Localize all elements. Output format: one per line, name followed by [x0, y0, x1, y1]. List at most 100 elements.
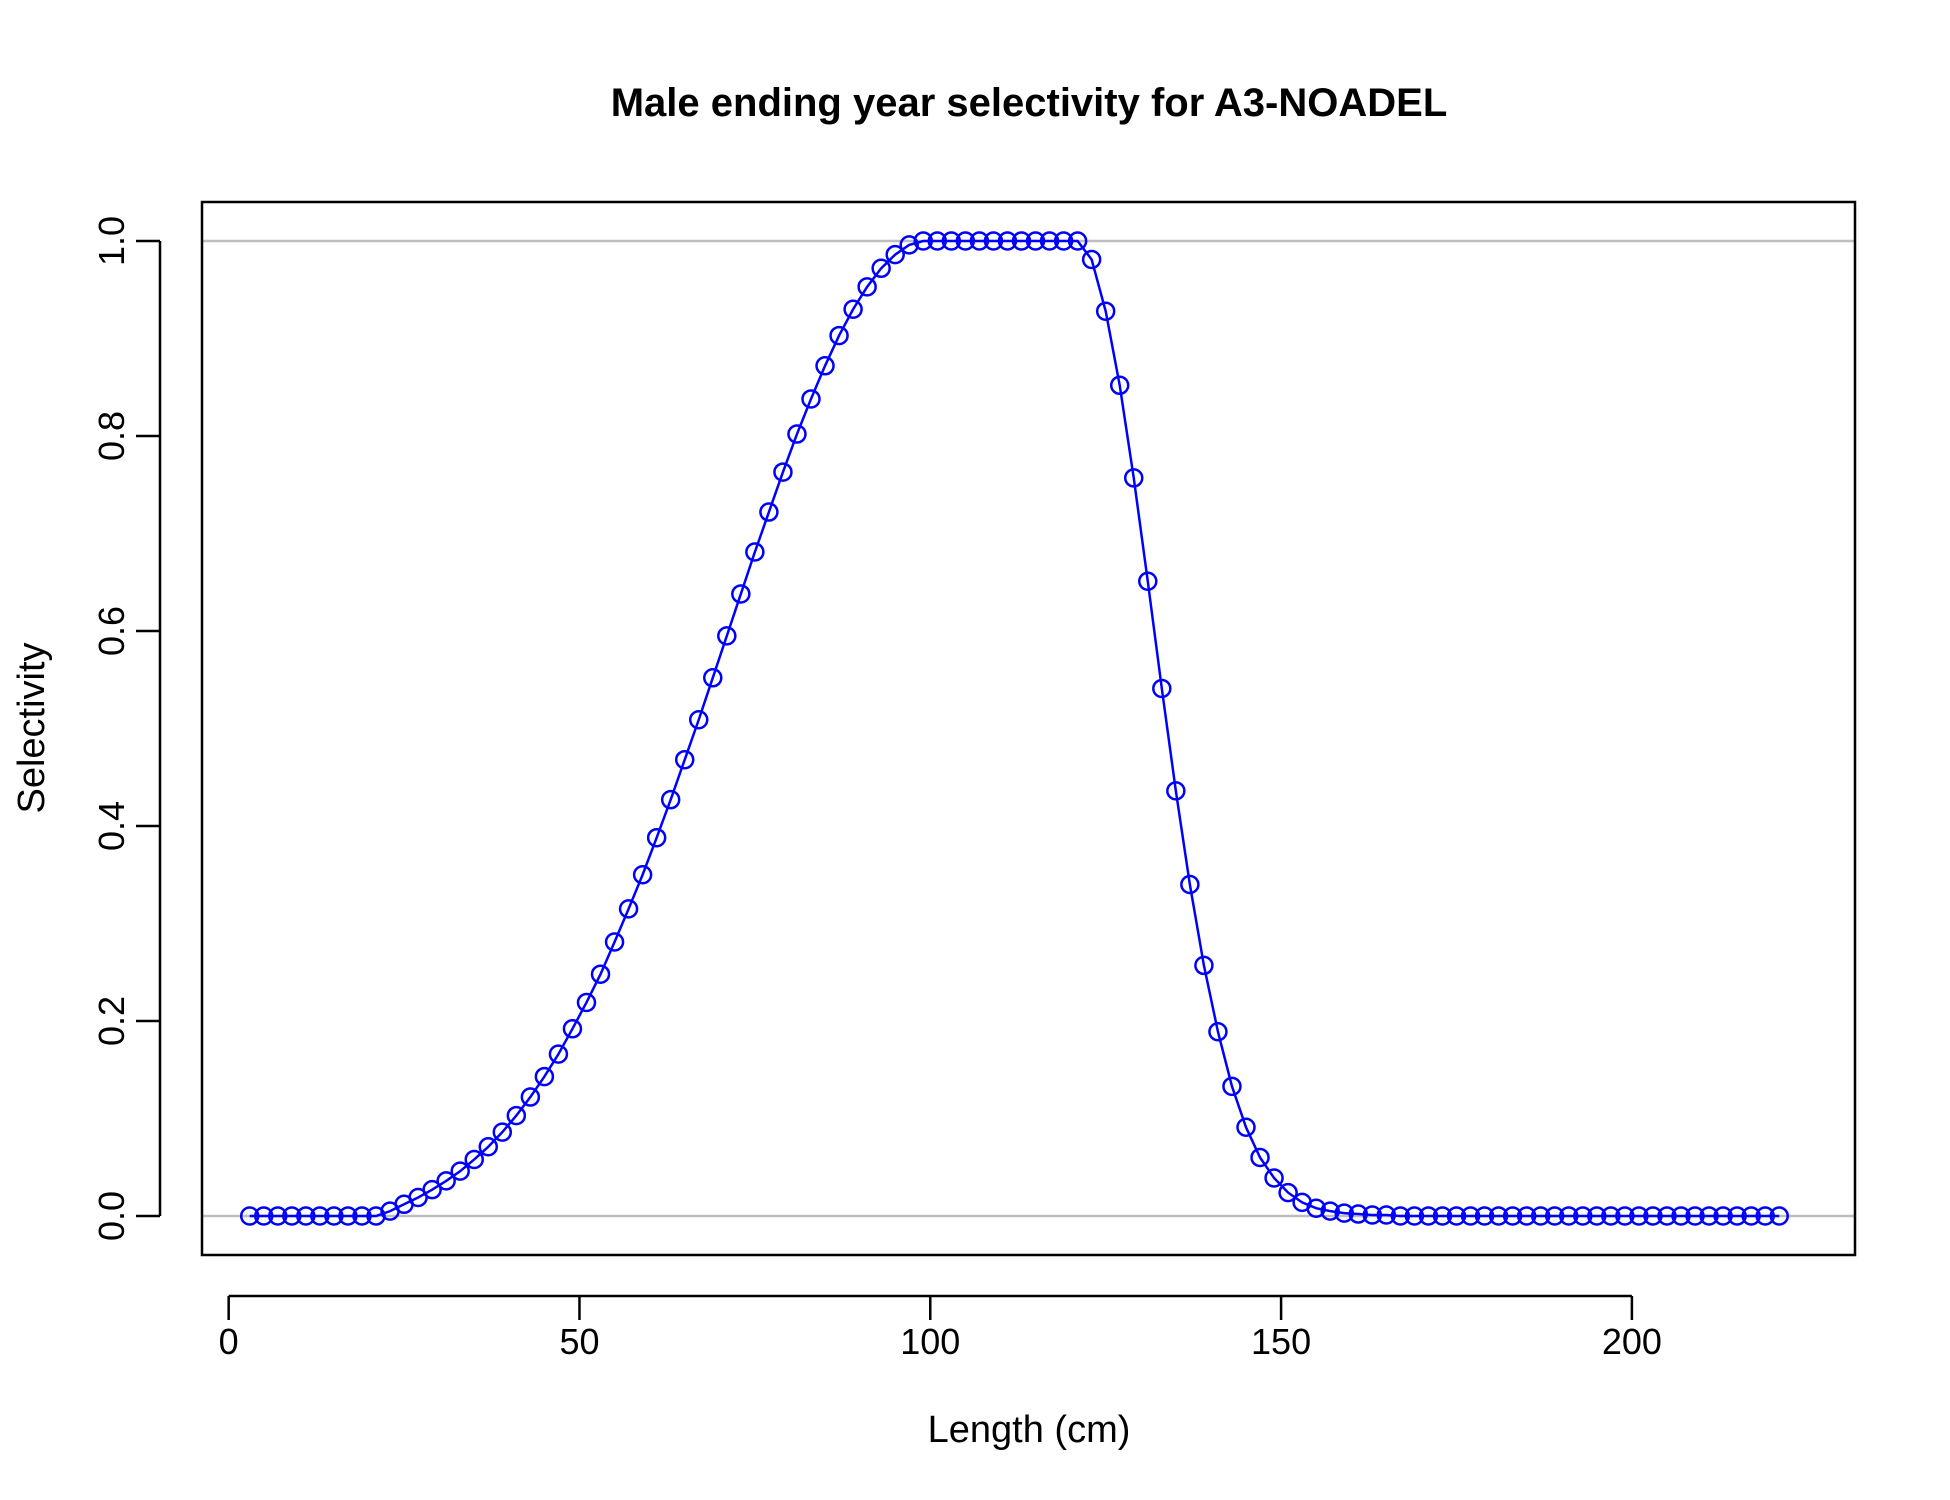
y-tick-label: 1.0: [91, 216, 132, 266]
x-axis-label: Length (cm): [928, 1409, 1131, 1451]
data-point: [1474, 1206, 1495, 1226]
data-point: [857, 277, 877, 297]
data-point: [1727, 1206, 1747, 1226]
data-point: [324, 1206, 344, 1226]
x-tick-label: 0: [219, 1321, 239, 1362]
data-point: [1460, 1206, 1481, 1226]
data-point: [1123, 468, 1144, 488]
y-tick-label: 0.0: [91, 1191, 132, 1241]
data-point: [1699, 1206, 1719, 1226]
data-point: [1180, 874, 1200, 895]
data-point: [759, 502, 779, 522]
data-point: [801, 389, 821, 409]
data-point: [1573, 1206, 1593, 1226]
data-point: [773, 462, 793, 482]
data-point: [268, 1206, 288, 1226]
data-point: [997, 231, 1018, 251]
x-tick-label: 50: [559, 1321, 599, 1362]
data-point: [1446, 1206, 1467, 1226]
data-point: [422, 1179, 442, 1200]
data-point: [1250, 1147, 1270, 1168]
data-point: [1601, 1206, 1621, 1226]
data-point: [520, 1087, 541, 1107]
plot-area: [202, 231, 1855, 1226]
data-point: [1418, 1206, 1439, 1226]
data-point: [352, 1206, 372, 1226]
data-point: [787, 424, 807, 444]
data-point: [478, 1137, 499, 1157]
data-point: [534, 1066, 555, 1087]
data-point: [843, 299, 863, 319]
data-point: [1081, 249, 1102, 270]
x-axis: 0 50 100 150 200: [219, 1294, 1662, 1362]
data-point: [1208, 1021, 1228, 1042]
data-point: [1558, 1206, 1579, 1226]
data-point: [618, 899, 639, 919]
data-point: [717, 626, 737, 646]
data-point: [885, 244, 905, 265]
data-point: [955, 231, 976, 251]
chart-title: Male ending year selectivity for A3-NOAD…: [611, 81, 1448, 125]
data-point: [450, 1161, 470, 1181]
data-point: [1629, 1206, 1649, 1226]
data-point: [1011, 231, 1032, 251]
data-point: [1376, 1205, 1397, 1225]
data-point: [1095, 301, 1116, 321]
data-point: [492, 1122, 513, 1142]
data-point: [1152, 678, 1172, 699]
data-point: [1348, 1204, 1369, 1224]
data-point: [1053, 231, 1074, 251]
data-point: [1432, 1206, 1453, 1226]
data-point: [1166, 781, 1186, 801]
data-point: [506, 1105, 527, 1126]
data-point: [548, 1044, 569, 1064]
data-point: [1039, 231, 1060, 251]
data-point: [1390, 1206, 1411, 1226]
data-point: [688, 709, 709, 730]
data-point: [899, 235, 919, 255]
y-axis: 0.0 0.2 0.4 0.6 0.8 1.0: [91, 216, 162, 1241]
data-point: [731, 584, 751, 604]
data-point: [1306, 1198, 1326, 1218]
data-point: [703, 668, 723, 688]
data-point: [1615, 1206, 1635, 1226]
data-point: [969, 231, 990, 251]
data-point: [1530, 1206, 1551, 1226]
data-point: [1741, 1206, 1761, 1226]
data-point: [1278, 1182, 1298, 1203]
data-point: [1755, 1206, 1775, 1226]
data-point: [1404, 1206, 1425, 1226]
data-point: [464, 1149, 484, 1170]
data-point: [1587, 1206, 1607, 1226]
data-point: [1643, 1206, 1663, 1226]
data-point: [310, 1206, 330, 1226]
data-point: [1320, 1201, 1340, 1221]
x-tick-label: 100: [900, 1321, 960, 1362]
data-point: [829, 325, 849, 346]
data-point: [1502, 1206, 1523, 1226]
data-point: [1025, 231, 1046, 251]
data-point: [1544, 1206, 1565, 1226]
data-point: [815, 356, 835, 376]
y-tick-label: 0.4: [91, 801, 132, 851]
data-point: [576, 992, 597, 1013]
data-point: [983, 231, 1004, 251]
data-point: [1713, 1206, 1733, 1226]
data-point: [338, 1206, 358, 1226]
x-tick-label: 150: [1251, 1321, 1311, 1362]
data-point: [1685, 1206, 1705, 1226]
x-tick-label: 200: [1602, 1321, 1662, 1362]
data-point: [745, 542, 765, 562]
data-point: [674, 749, 695, 770]
data-point: [927, 231, 948, 251]
data-point: [282, 1206, 302, 1226]
data-point: [1657, 1206, 1677, 1226]
y-tick-label: 0.2: [91, 996, 132, 1046]
data-point: [436, 1171, 456, 1191]
data-point: [590, 964, 611, 984]
data-point: [871, 258, 891, 279]
y-tick-label: 0.6: [91, 606, 132, 656]
data-point: [646, 827, 667, 848]
data-point: [1194, 955, 1214, 976]
